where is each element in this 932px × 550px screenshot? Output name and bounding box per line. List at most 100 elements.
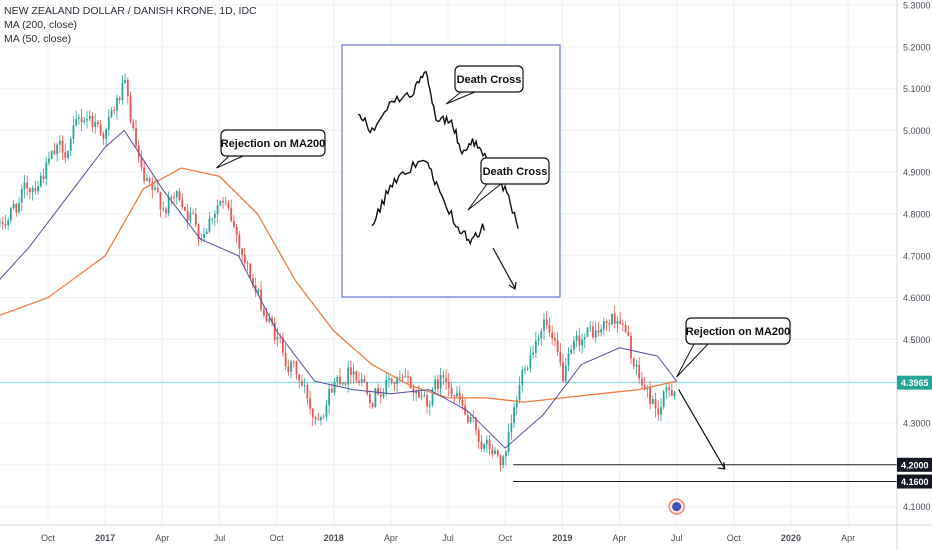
candle-body [632,358,635,367]
candle-body [173,197,175,198]
candle-body [469,417,472,422]
time-tick-label: Apr [841,533,855,543]
candle-body [366,382,369,395]
candle-body [466,414,469,422]
candle-body [447,381,450,388]
candle-body [437,379,439,389]
projection-arrow [678,389,726,470]
candle-body [276,336,279,340]
candle-body [543,319,545,331]
time-tick-label: 2020 [781,533,801,543]
inset-callout-text: Death Cross [457,74,522,86]
candle-body [1,222,4,225]
price-tick-label: 5.2000 [903,42,931,52]
candle-body [290,361,292,372]
inset-callout-pointer [467,183,502,211]
candle-body [360,378,363,383]
candle-body [265,315,268,322]
candle-body [534,340,537,353]
inset-callout-box [480,157,550,185]
candle-body [559,352,562,363]
ma200-legend[interactable]: MA (200, close) [4,19,77,31]
candle-body [99,124,102,134]
candle-body [616,320,619,324]
candle-body [621,323,624,325]
candle-body [589,326,592,328]
candle-body [192,212,195,214]
candle-body [382,393,385,397]
candle-body [295,362,298,375]
candle-body [521,369,524,386]
inset-callout-text: Death Cross [483,166,548,178]
ma200-line [0,167,677,403]
time-tick-label: 2019 [552,533,572,543]
candle-body [233,220,235,227]
candle-body [390,378,393,383]
candle-body [189,212,192,221]
candle-body [496,450,499,456]
candle-body [651,399,654,404]
time-tick-label: Oct [41,533,56,543]
candle-body [12,204,15,209]
price-tick-label: 4.5000 [903,335,931,345]
candle-body [404,376,407,378]
candle-body [654,399,657,409]
callout-pointer [216,155,244,169]
candle-body [336,376,339,382]
candle-body [426,395,428,407]
candle-body [56,144,59,155]
candle-body [102,133,105,139]
candle-body [311,408,314,418]
candle-body [420,396,423,398]
candle-body [665,387,668,392]
price-tick-label: 5.1000 [903,84,931,94]
candle-body [15,204,18,213]
candle-body [37,186,39,192]
symbol-title[interactable]: NEW ZEALAND DOLLAR / DANISH KRONE, 1D, I… [4,5,257,17]
candle-body [137,145,140,158]
candle-body [77,117,80,119]
candle-body [45,162,48,180]
candle-body [213,214,216,219]
ma50-legend[interactable]: MA (50, close) [4,33,72,45]
price-axis[interactable]: 5.3000 5.2000 5.1000 5.0000 4.9000 4.8000 4.70… [896,0,932,550]
candle-body [529,354,532,369]
candle-body [347,367,350,385]
candle-body [224,202,227,204]
time-axis[interactable]: Oct 2017 Apr Jul Oct 2018 Apr Jul Oct 2019 Apr Jul O… [0,524,932,543]
candle-body [461,399,464,406]
time-tick-label: Apr [384,533,398,543]
candle-body [388,378,390,381]
candle-body [472,417,475,418]
current-price-badge [897,375,932,390]
candle-body [602,321,605,330]
candle-body [371,403,374,407]
candle-body [564,365,567,382]
candle-body [238,234,241,249]
callout-text: Rejection on MA200 [221,138,326,150]
candle-body [88,115,91,120]
candle-body [670,390,673,397]
time-tick-label: Jul [214,533,226,543]
candle-body [597,330,600,333]
inset-callout-pointer [445,91,476,105]
candle-body [121,83,124,101]
candle-body [118,97,121,101]
candle-body [23,182,26,190]
candle-body [197,224,200,239]
candle-body [151,181,154,190]
candle-body [379,394,382,397]
candle-body [502,456,505,466]
candle-body [453,395,456,397]
candle-body [216,205,219,215]
candle-body [415,390,418,394]
candle-body [611,313,613,325]
candle-body [132,122,135,129]
price-tick-label: 4.6000 [903,293,931,303]
candle-body [510,423,513,432]
candle-body [646,387,649,390]
candle-body [401,377,404,378]
inset-lower-curve [371,159,485,246]
candle-body [339,376,341,385]
